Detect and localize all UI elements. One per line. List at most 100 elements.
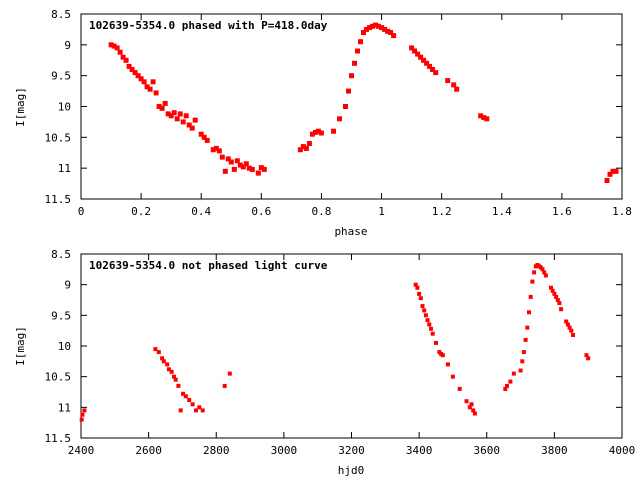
y-tick-label: 10 — [58, 101, 71, 114]
data-point — [467, 405, 472, 410]
y-tick-label: 10 — [58, 340, 71, 353]
x-tick-label: 3400 — [406, 444, 433, 457]
data-point — [187, 398, 192, 402]
x-tick-label: 3800 — [541, 444, 568, 457]
data-point — [415, 51, 421, 57]
data-point — [418, 296, 423, 301]
data-point — [194, 408, 198, 413]
data-point — [346, 88, 351, 94]
data-point — [525, 325, 530, 330]
data-point — [219, 154, 225, 160]
data-point — [430, 331, 435, 336]
x-tick-label: 3200 — [338, 444, 365, 457]
data-point — [604, 178, 610, 183]
y-tick-label: 9.5 — [51, 309, 71, 322]
y-tick-label: 9.5 — [51, 70, 71, 83]
data-point — [160, 356, 165, 361]
data-point — [503, 386, 508, 391]
data-point — [567, 325, 572, 330]
y-tick-label: 9 — [64, 39, 71, 52]
data-point — [613, 168, 619, 174]
data-point — [186, 122, 192, 128]
data-point — [518, 368, 523, 373]
data-point — [508, 379, 513, 384]
data-point — [469, 402, 474, 407]
data-point — [415, 285, 420, 290]
data-point — [358, 39, 363, 45]
data-point — [153, 347, 158, 352]
data-point — [156, 104, 162, 109]
data-point — [138, 76, 144, 82]
data-point — [156, 350, 161, 355]
data-point — [79, 417, 84, 422]
data-point — [309, 131, 315, 137]
data-point — [213, 145, 219, 151]
data-point — [440, 353, 445, 358]
data-point — [178, 408, 183, 413]
data-point — [225, 156, 231, 162]
data-point — [243, 161, 249, 167]
y-tick-label: 11 — [58, 162, 71, 175]
data-point — [420, 304, 425, 309]
data-point — [210, 147, 216, 153]
data-point — [388, 30, 394, 35]
data-point — [141, 79, 147, 85]
data-point — [349, 73, 354, 79]
data-point — [297, 147, 303, 153]
data-point — [180, 119, 186, 125]
data-point — [521, 350, 526, 355]
data-point — [331, 128, 336, 134]
data-point — [171, 110, 177, 116]
data-point — [123, 57, 129, 63]
data-point — [159, 105, 165, 111]
data-point — [425, 318, 430, 323]
data-point — [237, 162, 243, 168]
data-point — [418, 54, 424, 60]
data-point — [532, 270, 537, 275]
data-point — [190, 402, 195, 407]
x-tick-label: 0.2 — [131, 205, 151, 218]
data-point — [201, 134, 207, 140]
data-point — [227, 371, 232, 376]
data-point — [108, 42, 114, 48]
data-point — [370, 23, 375, 29]
x-tick-label: 0 — [78, 205, 85, 218]
y-tick-label: 9 — [64, 279, 71, 292]
chart-title: 102639-5354.0 not phased light curve — [89, 259, 328, 272]
data-point — [147, 86, 153, 92]
data-point — [610, 168, 616, 174]
x-tick-label: 1.4 — [492, 205, 512, 218]
data-point — [161, 359, 166, 364]
data-point — [528, 294, 533, 299]
y-axis-label: I[mag] — [14, 87, 27, 127]
data-points — [79, 263, 591, 422]
data-point — [385, 28, 391, 34]
data-point — [120, 54, 126, 60]
data-point — [174, 116, 180, 122]
data-point — [183, 113, 189, 119]
data-point — [169, 369, 174, 374]
data-point — [189, 125, 195, 131]
data-point — [523, 337, 528, 342]
data-point — [129, 67, 135, 72]
x-axis-label: hjd0 — [338, 464, 365, 477]
y-tick-label: 11.5 — [45, 432, 72, 445]
data-point — [445, 78, 451, 84]
data-point — [144, 84, 150, 90]
data-point — [181, 391, 186, 396]
data-point — [300, 144, 306, 150]
data-point — [80, 412, 85, 417]
data-point — [511, 371, 516, 376]
data-point — [472, 411, 477, 416]
data-point — [571, 333, 575, 337]
data-point — [564, 319, 569, 324]
data-point — [540, 267, 545, 272]
data-point — [200, 408, 205, 413]
data-point — [234, 158, 240, 164]
data-point — [481, 115, 487, 121]
y-axis-label: I[mag] — [14, 326, 27, 366]
data-point — [557, 301, 562, 306]
data-point — [352, 60, 357, 66]
data-point — [183, 394, 188, 399]
x-tick-label: 3000 — [271, 444, 298, 457]
